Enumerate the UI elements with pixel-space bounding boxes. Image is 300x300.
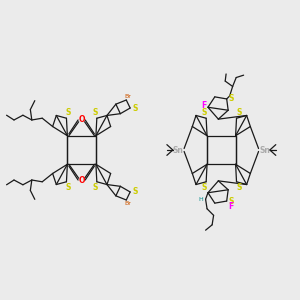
Text: S: S [228, 94, 233, 103]
Text: Br: Br [124, 201, 131, 206]
Text: Sn: Sn [173, 146, 184, 154]
Text: O: O [78, 115, 85, 124]
Text: S: S [236, 183, 242, 192]
Text: H: H [199, 197, 203, 202]
Text: S: S [201, 183, 206, 192]
Text: O: O [78, 176, 85, 185]
Text: S: S [236, 108, 242, 117]
Text: S: S [132, 103, 138, 112]
Text: Sn: Sn [259, 146, 270, 154]
Text: S: S [93, 108, 98, 117]
Text: S: S [65, 108, 70, 117]
Text: S: S [93, 183, 98, 192]
Text: S: S [201, 108, 206, 117]
Text: S: S [65, 183, 70, 192]
Text: F: F [201, 101, 206, 110]
Text: S: S [228, 196, 233, 206]
Text: S: S [132, 188, 138, 196]
Text: F: F [228, 202, 233, 211]
Text: Br: Br [124, 94, 131, 99]
